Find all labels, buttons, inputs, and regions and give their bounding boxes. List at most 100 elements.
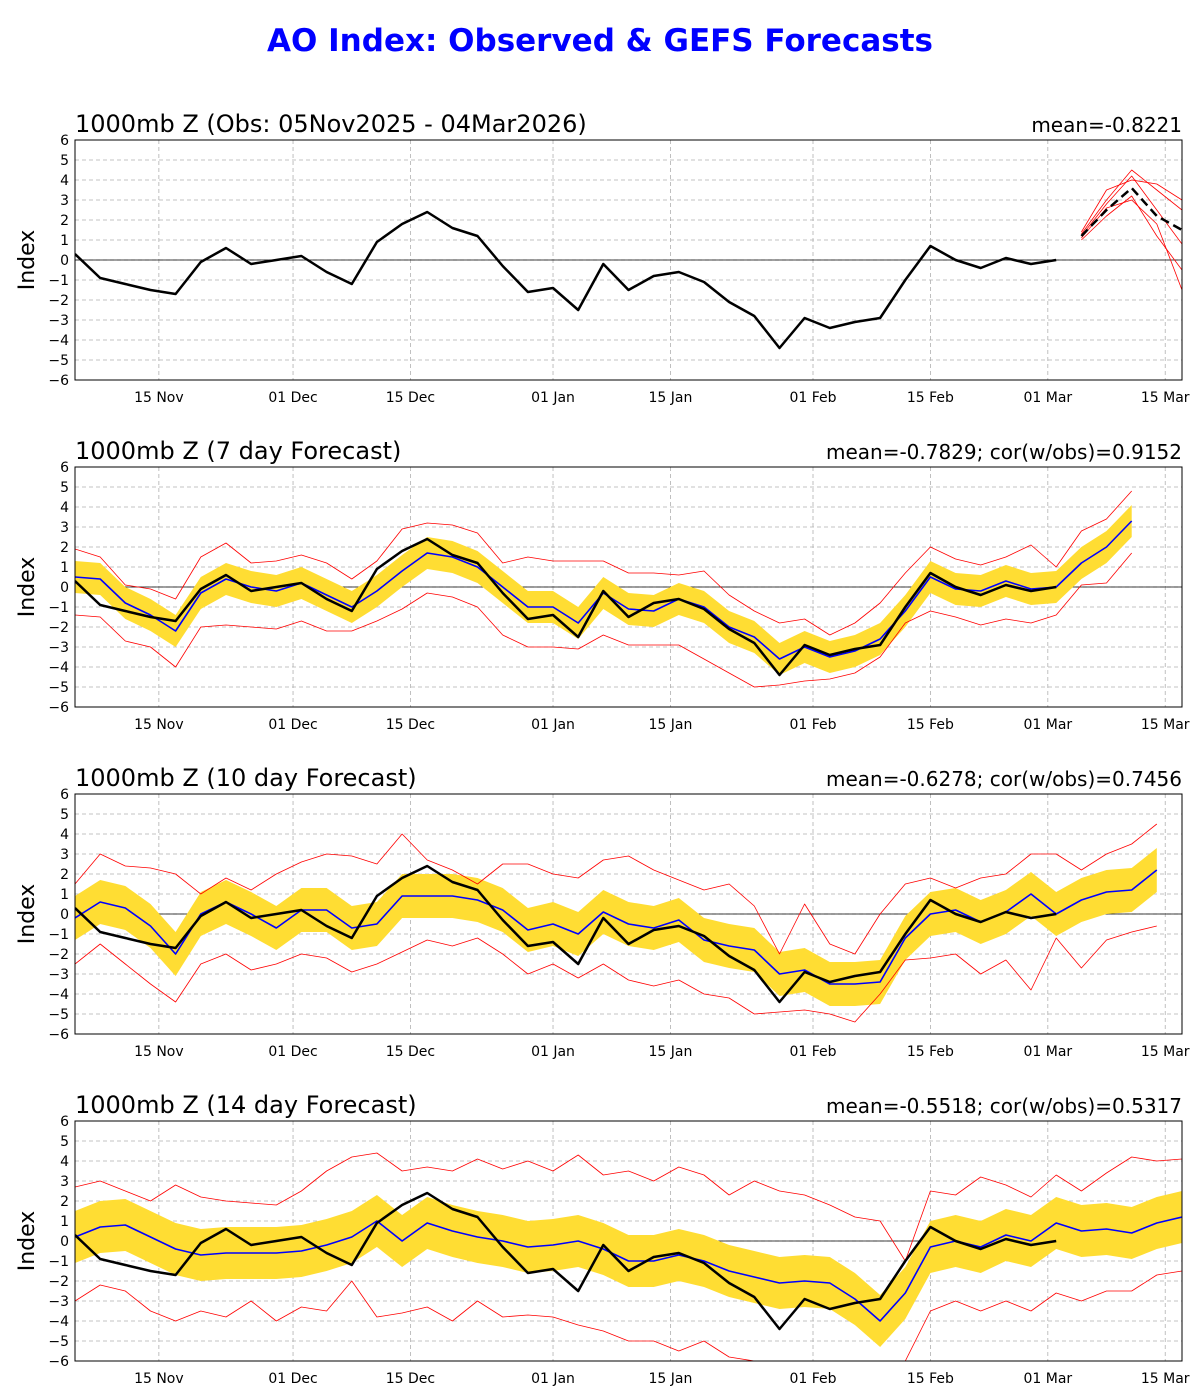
series-line bbox=[1081, 199, 1182, 291]
series-line bbox=[1080, 186, 1182, 237]
x-tick-label: 01 Dec bbox=[268, 717, 317, 733]
y-tick-label: −2 bbox=[48, 293, 69, 309]
x-tick-label: 15 Jan bbox=[649, 1044, 693, 1060]
x-tick-label: 15 Jan bbox=[649, 717, 693, 733]
x-tick-label: 15 Mar bbox=[1141, 390, 1190, 406]
y-tick-label: 5 bbox=[60, 153, 69, 169]
series-line bbox=[75, 210, 1057, 350]
y-tick-label: 5 bbox=[60, 480, 69, 496]
x-tick-label: 15 Mar bbox=[1141, 717, 1190, 733]
y-tick-label: 0 bbox=[60, 1234, 69, 1250]
x-tick-label: 15 Nov bbox=[134, 1371, 184, 1387]
y-tick-label: 4 bbox=[60, 1154, 69, 1170]
x-tick-label: 15 Nov bbox=[134, 1044, 184, 1060]
series-line bbox=[1081, 195, 1182, 271]
x-tick-label: 15 Jan bbox=[649, 1371, 693, 1387]
series-line bbox=[75, 823, 1158, 955]
x-tick-label: 01 Dec bbox=[268, 390, 317, 406]
x-tick-label: 01 Mar bbox=[1023, 390, 1072, 406]
x-tick-label: 01 Feb bbox=[789, 390, 836, 406]
plot-area bbox=[75, 169, 1182, 350]
series-line bbox=[75, 537, 1057, 677]
series-line bbox=[75, 925, 1157, 1023]
y-tick-label: 3 bbox=[60, 520, 69, 536]
y-tick-label: 6 bbox=[60, 460, 69, 476]
y-tick-label: 0 bbox=[60, 580, 69, 596]
x-tick-label: 01 Mar bbox=[1023, 1044, 1072, 1060]
y-tick-label: −1 bbox=[48, 1254, 69, 1270]
plot-frame bbox=[74, 466, 1183, 708]
y-tick-label: 4 bbox=[60, 173, 69, 189]
y-tick-label: 4 bbox=[60, 500, 69, 516]
y-tick-label: −2 bbox=[48, 1274, 69, 1290]
y-tick-label: −3 bbox=[48, 640, 69, 656]
x-tick-label: 01 Feb bbox=[789, 1371, 836, 1387]
y-tick-label: −3 bbox=[48, 967, 69, 983]
panel-title: 1000mb Z (7 day Forecast) bbox=[75, 437, 401, 465]
x-tick-label: 01 Mar bbox=[1023, 1371, 1072, 1387]
y-tick-label: −5 bbox=[48, 1334, 69, 1350]
y-tick-label: −4 bbox=[48, 987, 69, 1003]
y-tick-label: −6 bbox=[48, 373, 69, 389]
y-tick-label: 2 bbox=[60, 540, 69, 556]
x-tick-label: 01 Mar bbox=[1023, 717, 1072, 733]
y-tick-label: 2 bbox=[60, 213, 69, 229]
series-line bbox=[75, 1270, 1182, 1361]
series-line bbox=[75, 490, 1132, 636]
y-tick-label: −3 bbox=[48, 1294, 69, 1310]
series-line bbox=[1081, 179, 1182, 233]
x-tick-label: 15 Feb bbox=[907, 717, 954, 733]
x-tick-label: 15 Dec bbox=[386, 1371, 435, 1387]
y-tick-label: −2 bbox=[48, 947, 69, 963]
y-tick-label: 6 bbox=[60, 1114, 69, 1130]
x-tick-label: 01 Jan bbox=[531, 1044, 575, 1060]
y-tick-label: 3 bbox=[60, 1174, 69, 1190]
x-tick-label: 01 Jan bbox=[531, 390, 575, 406]
y-tick-label: −5 bbox=[48, 353, 69, 369]
y-tick-label: 1 bbox=[60, 233, 69, 249]
x-tick-label: 15 Nov bbox=[134, 717, 184, 733]
x-tick-label: 01 Jan bbox=[531, 1371, 575, 1387]
x-tick-label: 15 Feb bbox=[907, 1371, 954, 1387]
y-axis-label: Index bbox=[15, 230, 40, 291]
panel-subtitle: mean=-0.6278; cor(w/obs)=0.7456 bbox=[826, 767, 1182, 791]
y-tick-label: −5 bbox=[48, 680, 69, 696]
series-line bbox=[75, 552, 1133, 688]
y-tick-label: −4 bbox=[48, 660, 69, 676]
series-line bbox=[75, 1191, 1057, 1331]
y-tick-label: −4 bbox=[48, 1314, 69, 1330]
y-tick-label: 1 bbox=[60, 887, 69, 903]
y-tick-label: 2 bbox=[60, 1194, 69, 1210]
y-tick-label: −1 bbox=[48, 600, 69, 616]
x-tick-label: 15 Feb bbox=[907, 390, 954, 406]
series-line bbox=[75, 1152, 1182, 1262]
y-tick-label: −4 bbox=[48, 333, 69, 349]
y-tick-label: −1 bbox=[48, 927, 69, 943]
y-tick-label: 1 bbox=[60, 560, 69, 576]
main-title: AO Index: Observed & GEFS Forecasts bbox=[267, 23, 933, 59]
y-tick-label: −6 bbox=[48, 700, 69, 716]
plot-frame bbox=[74, 139, 1183, 381]
y-tick-label: −2 bbox=[48, 620, 69, 636]
plot-area bbox=[75, 1152, 1182, 1361]
y-axis-label: Index bbox=[15, 557, 40, 618]
y-tick-label: 6 bbox=[60, 787, 69, 803]
y-tick-label: 4 bbox=[60, 827, 69, 843]
series-line bbox=[75, 1216, 1182, 1322]
x-tick-label: 15 Dec bbox=[386, 390, 435, 406]
panel-title: 1000mb Z (Obs: 05Nov2025 - 04Mar2026) bbox=[75, 110, 587, 138]
x-tick-label: 15 Jan bbox=[649, 390, 693, 406]
panel-title: 1000mb Z (10 day Forecast) bbox=[75, 764, 417, 792]
series-line bbox=[75, 864, 1057, 1004]
spread-band bbox=[75, 848, 1157, 1006]
y-tick-label: 0 bbox=[60, 907, 69, 923]
series-line bbox=[1081, 169, 1182, 235]
y-axis-label: Index bbox=[15, 1211, 40, 1272]
y-tick-label: 1 bbox=[60, 1214, 69, 1230]
plot-frame bbox=[74, 793, 1183, 1035]
y-tick-label: 6 bbox=[60, 133, 69, 149]
series-line bbox=[1081, 175, 1182, 245]
y-tick-label: 3 bbox=[60, 847, 69, 863]
